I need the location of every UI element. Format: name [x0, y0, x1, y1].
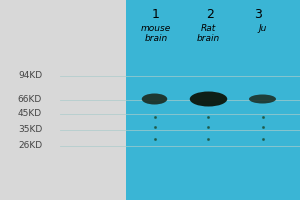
Text: 66KD: 66KD	[18, 96, 42, 104]
Text: 35KD: 35KD	[18, 126, 42, 134]
Text: Rat
brain: Rat brain	[197, 24, 220, 43]
Bar	[0, 0, 126, 200]
Text: 2: 2	[206, 8, 214, 21]
Text: 94KD: 94KD	[18, 72, 42, 80]
Ellipse shape	[190, 92, 227, 106]
Text: Ju: Ju	[258, 24, 267, 33]
Text: 45KD: 45KD	[18, 110, 42, 118]
Ellipse shape	[142, 94, 167, 104]
Text: 26KD: 26KD	[18, 142, 42, 150]
Text: mouse
brain: mouse brain	[141, 24, 171, 43]
Ellipse shape	[249, 95, 276, 104]
Text: 3: 3	[254, 8, 262, 21]
Text: 1: 1	[152, 8, 160, 21]
Bar	[126, 0, 300, 200]
